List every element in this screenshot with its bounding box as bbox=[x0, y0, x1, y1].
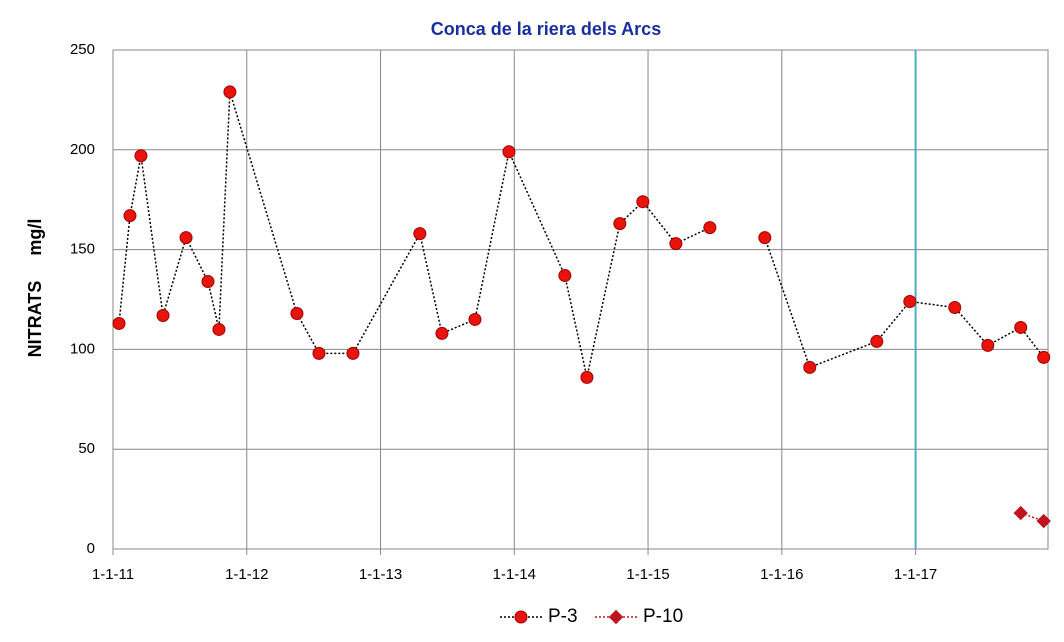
y-axis-label: NITRATS mg/l bbox=[25, 219, 45, 358]
marker bbox=[201, 275, 215, 289]
marker bbox=[112, 316, 126, 330]
marker bbox=[212, 322, 226, 336]
marker bbox=[223, 85, 237, 99]
marker bbox=[948, 300, 962, 314]
marker bbox=[870, 334, 884, 348]
marker bbox=[669, 237, 683, 251]
x-tick-label: 1-1-12 bbox=[225, 566, 268, 583]
x-tick-label: 1-1-13 bbox=[359, 566, 402, 583]
marker bbox=[312, 346, 326, 360]
marker bbox=[435, 326, 449, 340]
y-tick-label: 200 bbox=[70, 141, 95, 158]
marker bbox=[758, 231, 772, 245]
y-tick-label: 250 bbox=[70, 41, 95, 58]
marker bbox=[803, 360, 817, 374]
marker bbox=[134, 149, 148, 163]
y-tick-label: 100 bbox=[70, 340, 95, 357]
marker bbox=[413, 227, 427, 241]
marker bbox=[613, 217, 627, 231]
y-tick-label: 50 bbox=[78, 440, 95, 457]
x-tick-label: 1-1-16 bbox=[760, 566, 803, 583]
marker bbox=[558, 269, 572, 283]
x-tick-label: 1-1-15 bbox=[626, 566, 669, 583]
legend-label: P-10 bbox=[643, 606, 683, 627]
marker bbox=[580, 370, 594, 384]
marker bbox=[1013, 505, 1028, 521]
marker bbox=[468, 312, 482, 326]
marker bbox=[636, 195, 650, 209]
marker bbox=[1037, 350, 1051, 364]
marker bbox=[123, 209, 137, 223]
legend-label: P-3 bbox=[548, 606, 578, 627]
x-tick-label: 1-1-17 bbox=[894, 566, 937, 583]
marker bbox=[903, 294, 917, 308]
marker bbox=[290, 306, 304, 320]
chart-title: Conca de la riera dels Arcs bbox=[431, 19, 661, 39]
series-line bbox=[118, 91, 1045, 378]
y-tick-label: 0 bbox=[87, 540, 95, 557]
marker bbox=[179, 231, 193, 245]
marker bbox=[156, 308, 170, 322]
marker bbox=[981, 338, 995, 352]
marker bbox=[502, 145, 516, 159]
x-tick-label: 1-1-14 bbox=[493, 566, 536, 583]
x-tick-label: 1-1-11 bbox=[92, 566, 134, 583]
marker bbox=[346, 346, 360, 360]
legend-marker bbox=[608, 609, 624, 625]
marker bbox=[703, 221, 717, 235]
marker bbox=[1036, 513, 1051, 529]
y-tick-label: 150 bbox=[70, 241, 95, 258]
legend-marker bbox=[514, 610, 528, 624]
marker bbox=[1014, 320, 1028, 334]
